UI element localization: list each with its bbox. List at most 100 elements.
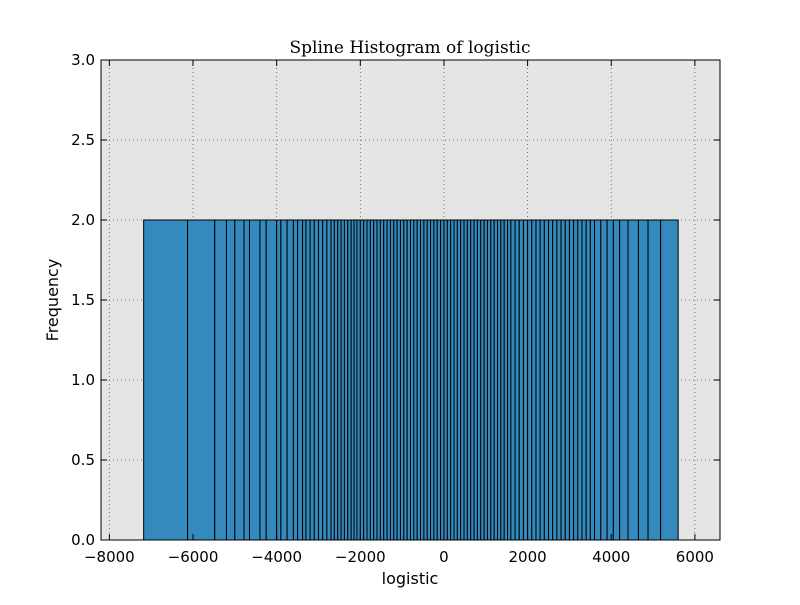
histogram-bar — [503, 219, 509, 541]
histogram-bar — [347, 219, 352, 541]
histogram-bar — [436, 219, 442, 541]
histogram-bar — [276, 219, 282, 541]
y-tick-label: 0.5 — [71, 451, 95, 469]
x-tick-label: −2000 — [335, 548, 386, 566]
histogram-bar — [483, 219, 488, 541]
x-axis-ticks: −8000 −6000 −4000 −2000 0 2000 4000 6000 — [84, 60, 714, 566]
histogram-bar — [460, 219, 465, 541]
histogram-bar — [259, 219, 267, 541]
histogram-bar — [627, 219, 639, 541]
histogram-bar — [531, 219, 537, 541]
histogram-bar — [286, 219, 294, 541]
y-tick-label: 1.0 — [71, 371, 95, 389]
histogram-bar — [356, 219, 361, 541]
histogram-bar — [568, 219, 575, 541]
histogram-bar — [292, 219, 299, 541]
histogram-bar — [522, 219, 529, 541]
histogram-bar — [430, 219, 435, 541]
histogram-bar — [396, 219, 401, 541]
histogram-bar — [326, 219, 332, 541]
histogram-bars — [143, 219, 679, 541]
histogram-bar — [305, 219, 311, 541]
histogram-bar — [535, 219, 541, 541]
histogram-bar — [490, 219, 495, 541]
histogram-bar — [322, 219, 328, 541]
histogram-bar — [248, 219, 261, 541]
histogram-bar — [333, 219, 339, 541]
histogram-bar — [309, 219, 315, 541]
histogram-bar — [510, 219, 516, 541]
y-axis-label: Frequency — [43, 259, 62, 342]
histogram-bar — [225, 219, 236, 541]
histogram-bar — [480, 219, 485, 541]
x-tick-label: 0 — [439, 548, 449, 566]
histogram-bar — [456, 219, 462, 541]
histogram-bar — [343, 219, 349, 541]
histogram-bar — [403, 219, 408, 541]
histogram-bar — [410, 219, 415, 541]
x-tick-label: −8000 — [84, 548, 135, 566]
histogram-bar — [214, 219, 227, 541]
histogram-bar — [552, 219, 558, 541]
histogram-bar — [413, 219, 418, 541]
histogram-bar — [560, 219, 566, 541]
histogram-bar — [612, 219, 621, 541]
histogram-bar — [313, 219, 319, 541]
histogram-bar — [600, 219, 608, 541]
histogram-bar — [470, 219, 475, 541]
y-axis-ticks: 0.0 0.5 1.0 1.5 2.0 2.5 3.0 — [71, 51, 720, 549]
histogram-bar — [647, 219, 662, 541]
histogram-bar — [446, 219, 452, 541]
histogram-bar — [453, 219, 458, 541]
histogram-bar — [527, 219, 533, 541]
histogram-bar — [399, 219, 405, 541]
histogram-bar — [302, 219, 307, 541]
histogram-bar — [543, 219, 550, 541]
histogram-bar — [573, 219, 579, 541]
histogram-bar — [577, 219, 583, 541]
histogram-bar — [619, 219, 629, 541]
histogram-bar — [507, 219, 512, 541]
histogram-bar — [518, 219, 524, 541]
histogram-bar — [386, 219, 391, 541]
histogram-bar — [463, 219, 468, 541]
histogram-bar — [330, 219, 335, 541]
histogram-bar — [143, 219, 189, 541]
histogram-bar — [440, 219, 445, 541]
histogram-bar — [389, 219, 395, 541]
histogram-bar — [376, 219, 381, 541]
histogram-bar — [337, 219, 342, 541]
histogram-bar — [637, 219, 649, 541]
histogram-bar — [500, 219, 505, 541]
histogram-bar — [556, 219, 562, 541]
histogram-bar — [496, 219, 502, 541]
histogram-bar — [373, 219, 378, 541]
histogram-bar — [433, 219, 438, 541]
chart-title: Spline Histogram of logistic — [290, 38, 531, 58]
histogram-bar — [383, 219, 388, 541]
histogram-bar — [265, 219, 278, 541]
histogram-bar — [366, 219, 371, 541]
histogram-bar — [379, 219, 385, 541]
histogram-bar — [493, 219, 498, 541]
x-tick-label: 2000 — [509, 548, 547, 566]
histogram-bar — [443, 219, 448, 541]
histogram-bar — [660, 219, 679, 541]
histogram-bar — [423, 219, 428, 541]
histogram-bar — [486, 219, 492, 541]
histogram-bar — [450, 219, 455, 541]
histogram-bar — [243, 219, 250, 541]
y-tick-label: 2.5 — [71, 131, 95, 149]
histogram-bar — [514, 219, 520, 541]
histogram-bar — [426, 219, 432, 541]
x-tick-label: −4000 — [251, 548, 302, 566]
histogram-bar — [476, 219, 482, 541]
histogram-bar — [234, 219, 245, 541]
x-tick-label: 4000 — [592, 548, 630, 566]
histogram-bar — [363, 219, 368, 541]
x-tick-label: 6000 — [676, 548, 714, 566]
histogram-bar — [581, 219, 587, 541]
y-tick-label: 3.0 — [71, 51, 95, 69]
